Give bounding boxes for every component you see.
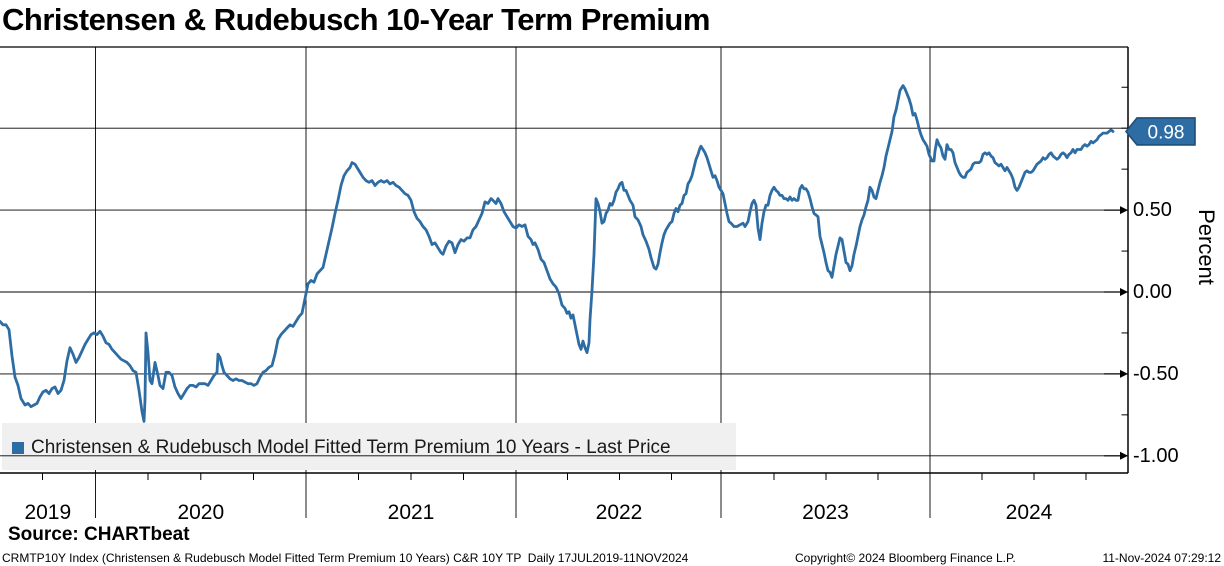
y-axis-tick-label: 0.00: [1133, 281, 1172, 303]
y-tick-arrow-icon: [1120, 369, 1128, 378]
page-title: Christensen & Rudebusch 10-Year Term Pre…: [2, 2, 710, 37]
legend-marker-icon: [12, 442, 24, 454]
y-tick-arrow-icon: [1120, 451, 1128, 460]
footer-copyright: Copyright© 2024 Bloomberg Finance L.P.: [795, 551, 1016, 565]
x-axis-year-label: 2024: [1005, 501, 1053, 524]
footer-ticker-info: CRMTP10Y Index (Christensen & Rudebusch …: [2, 551, 689, 565]
y-axis-tick-label: -1.00: [1133, 444, 1179, 467]
legend: Christensen & Rudebusch Model Fitted Ter…: [12, 437, 671, 459]
y-axis-title: Percent: [1194, 209, 1219, 285]
value-gridlines: [0, 127, 1128, 457]
y-axis-tick-label: 0.50: [1133, 199, 1172, 222]
x-axis-quarter-ticks: [42, 473, 1087, 480]
x-axis-year-label: 2021: [387, 501, 435, 524]
y-axis-ticks: [1104, 86, 1128, 460]
badge-shape: [1124, 117, 1196, 146]
footer-timestamp: 11-Nov-2024 07:29:12: [1102, 551, 1221, 565]
x-axis-year-label: 2019: [24, 501, 72, 524]
x-axis-year-label: 2023: [802, 501, 849, 524]
y-tick-arrow-icon: [1120, 206, 1128, 215]
legend-label: Christensen & Rudebusch Model Fitted Ter…: [31, 437, 671, 458]
source-label: Source: CHARTbeat: [8, 524, 190, 545]
y-tick-arrow-icon: [1120, 288, 1128, 296]
axis-frame: [0, 46, 1129, 474]
legend-box: [2, 423, 736, 470]
x-axis-year-label: 2022: [595, 501, 643, 524]
badge-value: 0.98: [1148, 122, 1185, 143]
last-price-badge: 0.98: [1124, 117, 1196, 146]
y-axis-tick-label: -0.50: [1133, 362, 1179, 385]
term-premium-line: [0, 84, 1115, 423]
x-axis-year-label: 2020: [177, 501, 225, 524]
